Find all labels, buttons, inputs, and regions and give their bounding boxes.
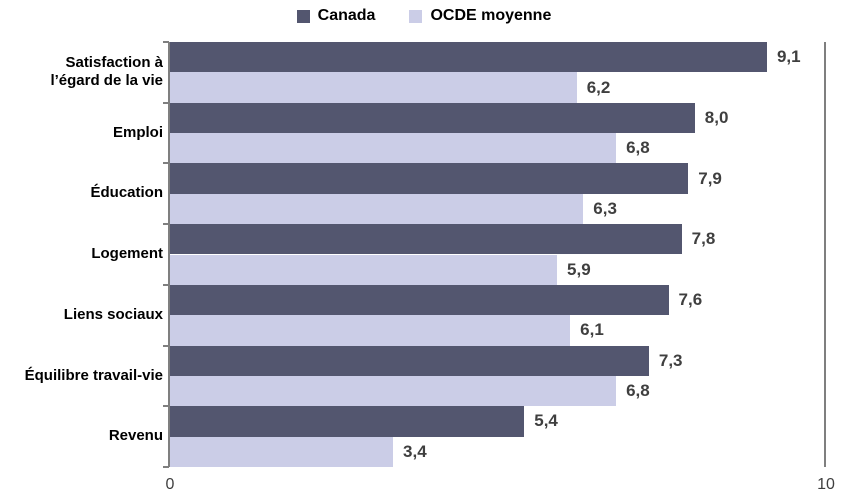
category-label: Équilibre travail-vie <box>24 366 163 384</box>
x-axis-tick-max: 10 <box>817 476 835 493</box>
y-axis-tick <box>163 101 169 104</box>
bar-ocde <box>170 254 558 285</box>
bar-canada <box>170 42 767 73</box>
y-axis-tick <box>163 283 169 286</box>
category-label: Liens sociaux <box>63 305 163 323</box>
value-label: 3,4 <box>403 441 427 461</box>
bar-canada <box>170 102 695 134</box>
y-axis-tick <box>163 344 169 347</box>
category-label: Emploi <box>112 123 163 141</box>
value-label: 9,1 <box>776 47 801 67</box>
y-axis-tick <box>163 223 169 226</box>
chart-legend: Canada OCDE moyenne <box>0 7 848 25</box>
category-label: Revenu <box>108 427 163 445</box>
value-label: 6,2 <box>586 77 611 97</box>
category-label: Éducation <box>90 184 163 202</box>
value-label: 6,8 <box>626 138 650 158</box>
plot-right-border-line <box>824 42 826 467</box>
legend-item-canada: Canada <box>296 7 376 25</box>
bar-ocde <box>170 375 617 407</box>
y-axis-tick <box>163 41 169 43</box>
legend-swatch-ocde <box>409 9 423 23</box>
legend-item-ocde: OCDE moyenne <box>409 7 551 25</box>
value-label: 8,0 <box>704 107 729 127</box>
value-label: 6,8 <box>626 381 650 401</box>
value-label: 5,9 <box>567 259 591 279</box>
y-axis-line <box>168 42 170 467</box>
bar-ocde <box>170 315 571 346</box>
value-label: 7,8 <box>691 229 716 249</box>
bar-ocde <box>170 72 577 103</box>
value-label: 7,3 <box>658 350 683 370</box>
value-label: 7,6 <box>678 290 703 310</box>
value-label: 7,9 <box>698 168 722 188</box>
y-axis-tick <box>163 162 169 165</box>
y-axis-tick <box>163 405 169 408</box>
y-axis-tick <box>163 466 169 468</box>
legend-label-ocde: OCDE moyenne <box>430 7 552 24</box>
value-label: 6,1 <box>580 320 604 340</box>
bar-canada <box>170 284 669 316</box>
category-label: Satisfaction à l’égard de la vie <box>50 53 163 90</box>
bar-ocde <box>170 133 617 164</box>
bar-canada <box>170 345 649 376</box>
bar-canada <box>170 163 689 194</box>
category-label: Logement <box>91 245 163 263</box>
bar-ocde <box>170 193 584 225</box>
value-label: 5,4 <box>534 411 558 431</box>
bar-ocde <box>170 436 394 467</box>
value-label: 6,3 <box>593 198 617 218</box>
bar-canada <box>170 406 525 437</box>
legend-label-canada: Canada <box>317 7 376 24</box>
legend-swatch-canada <box>296 9 310 23</box>
x-axis-tick-min: 0 <box>165 476 175 493</box>
bar-canada <box>170 224 682 255</box>
